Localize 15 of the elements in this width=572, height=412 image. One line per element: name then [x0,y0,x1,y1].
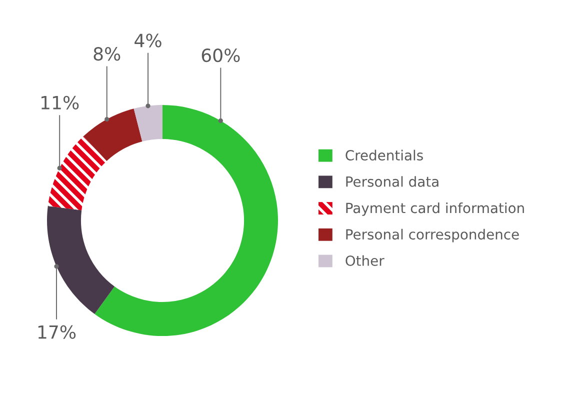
legend-label: Payment card information [346,202,524,216]
donut-slice [48,136,107,210]
data-label: 4% [134,34,162,48]
legend-label: Personal data [346,176,438,187]
legend-label: Personal correspondence [346,228,519,242]
data-label: 60% [202,48,240,62]
data-label: 17% [38,325,76,339]
data-label: 11% [42,96,79,110]
donut-slice [94,105,278,336]
legend-label: Other [346,255,384,266]
data-label: 8% [94,47,120,61]
donut-slice [47,206,115,314]
donut-slice [83,108,142,162]
donut-slice [134,105,162,142]
legend-label: Credentials [346,150,423,161]
